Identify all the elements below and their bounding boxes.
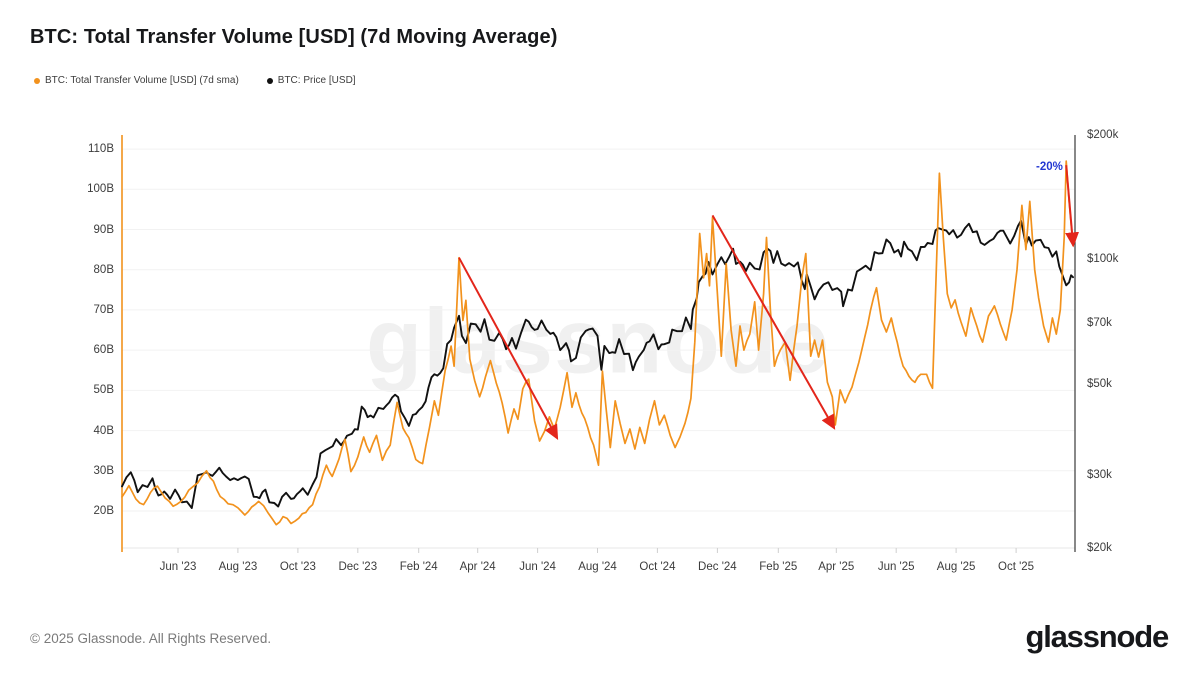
glassnode-logo: glassnode — [1025, 619, 1169, 654]
y-right-tick-label: $70k — [1087, 317, 1112, 330]
legend-dot-icon — [266, 77, 273, 84]
y-left-tick-label: 100B — [87, 183, 114, 196]
y-left-tick-label: 60B — [93, 344, 114, 357]
trend-arrow-1 — [458, 257, 559, 440]
x-tick-label: Oct '25 — [998, 561, 1035, 573]
y-left-tick-label: 110B — [87, 143, 114, 156]
y-right-tick-label: $30k — [1087, 469, 1112, 482]
trend-arrow-3 — [1065, 165, 1080, 248]
x-tick-label: Apr '25 — [818, 561, 855, 573]
legend-item-label: BTC: Price [USD] — [277, 75, 356, 86]
y-right-tick-label: $100k — [1087, 253, 1119, 266]
series-line-transfer-volume — [121, 160, 1074, 526]
x-tick-label: Jun '23 — [159, 561, 197, 573]
legend-item-label: BTC: Total Transfer Volume [USD] (7d sma… — [45, 75, 239, 86]
y-left-tick-label: 70B — [93, 303, 114, 316]
chart-title: BTC: Total Transfer Volume [USD] (7d Mov… — [30, 26, 558, 48]
y-right-tick-label: $20k — [1087, 542, 1112, 554]
trend-arrow-2 — [711, 214, 836, 430]
x-tick-label: Oct '24 — [639, 561, 676, 573]
y-left-tick-label: 50B — [93, 384, 114, 397]
x-tick-label: Jun '25 — [877, 561, 915, 573]
x-tick-label: Aug '25 — [936, 561, 976, 573]
y-right-tick-label: $50k — [1087, 377, 1112, 390]
y-left-tick-label: 30B — [93, 464, 114, 477]
x-tick-label: Feb '25 — [759, 561, 798, 573]
y-left-tick-label: 90B — [93, 223, 114, 236]
drawdown-annotation-label: -20% — [1036, 161, 1063, 174]
series-line-price — [121, 219, 1074, 509]
x-tick-label: Oct '23 — [279, 561, 316, 573]
copyright-text: © 2025 Glassnode. All Rights Reserved. — [30, 631, 272, 646]
legend-item-0[interactable]: BTC: Total Transfer Volume [USD] (7d sma… — [34, 75, 239, 86]
chart-legend: BTC: Total Transfer Volume [USD] (7d sma… — [34, 75, 356, 86]
x-tick-label: Aug '23 — [218, 561, 258, 573]
y-right-tick-label: $200k — [1087, 129, 1119, 141]
x-tick-label: Dec '23 — [338, 561, 378, 573]
y-left-tick-label: 40B — [93, 424, 114, 437]
legend-item-1[interactable]: BTC: Price [USD] — [266, 75, 356, 86]
legend-dot-icon — [34, 77, 40, 84]
x-tick-label: Jun '24 — [519, 561, 556, 573]
x-tick-label: Dec '24 — [698, 561, 737, 573]
y-left-tick-label: 20B — [93, 505, 114, 517]
x-tick-label: Feb '24 — [399, 561, 438, 573]
y-left-tick-label: 80B — [93, 263, 114, 276]
x-tick-label: Aug '24 — [578, 561, 617, 573]
x-tick-label: Apr '24 — [459, 561, 496, 573]
